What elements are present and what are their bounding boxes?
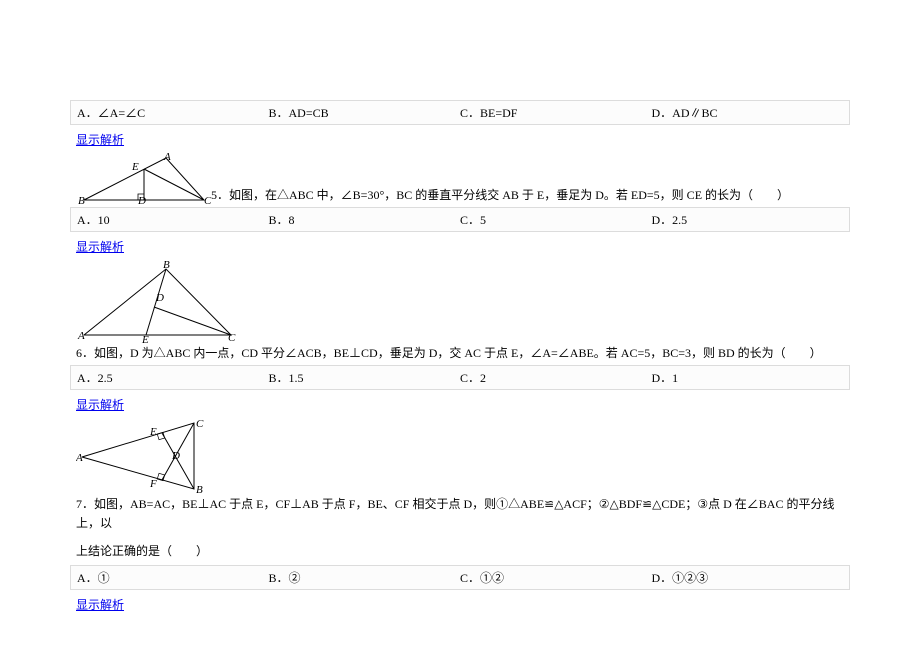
q7-line: A C B E F D 7．如图，AB=AC，BE⊥AC 于点 E，CF⊥AB … [70, 417, 850, 535]
q4-choice-c[interactable]: C．BE=DF [460, 104, 652, 121]
q7-text-part1: 7．如图，AB=AC，BE⊥AC 于点 E，CF⊥AB 于点 F，BE、CF 相… [76, 495, 844, 535]
q5-show-analysis-link[interactable]: 显示解析 [70, 236, 130, 257]
q6-choice-b[interactable]: B．1.5 [269, 369, 461, 386]
svg-text:C: C [196, 418, 204, 430]
q6-figure: A B C D E [76, 259, 236, 344]
q5-text: 5．如图，在△ABC 中，∠B=30°，BC 的垂直平分线交 AB 于 E，垂足… [211, 186, 789, 207]
svg-text:B: B [163, 259, 170, 271]
q6-show-analysis-link[interactable]: 显示解析 [70, 394, 130, 415]
q6-choice-a[interactable]: A．2.5 [77, 369, 269, 386]
q6-line: A B C D E 6．如图，D 为△ABC 内一点，CD 平分∠ACB，BE⊥… [70, 259, 850, 365]
svg-text:B: B [196, 484, 203, 495]
q4-choices: A．∠A=∠C B．AD=CB C．BE=DF D．AD∥BC [70, 100, 850, 125]
svg-text:C: C [228, 332, 236, 344]
q5-choice-c[interactable]: C．5 [460, 211, 652, 228]
page: A．∠A=∠C B．AD=CB C．BE=DF D．AD∥BC 显示解析 A B… [0, 0, 920, 617]
q6-choices: A．2.5 B．1.5 C．2 D．1 [70, 365, 850, 390]
svg-text:D: D [171, 450, 180, 462]
q4-choice-b[interactable]: B．AD=CB [269, 104, 461, 121]
svg-text:A: A [76, 452, 83, 464]
q6-choice-c[interactable]: C．2 [460, 369, 652, 386]
q4-choice-a[interactable]: A．∠A=∠C [77, 104, 269, 121]
q5-choice-d[interactable]: D．2.5 [652, 211, 844, 228]
q6-choice-d[interactable]: D．1 [652, 369, 844, 386]
q7-choice-a[interactable]: A．① [77, 569, 269, 586]
q6-text: 6．如图，D 为△ABC 内一点，CD 平分∠ACB，BE⊥CD，垂足为 D，交… [76, 344, 822, 365]
q4-choice-d[interactable]: D．AD∥BC [652, 104, 844, 121]
q5-choice-b[interactable]: B．8 [269, 211, 461, 228]
q4-show-analysis-link[interactable]: 显示解析 [70, 129, 130, 150]
q7-text-part2: 上结论正确的是（ ） [70, 536, 850, 565]
top-spacer [70, 0, 850, 100]
q7-choices: A．① B．② C．①② D．①②③ [70, 565, 850, 590]
svg-text:D: D [155, 292, 164, 304]
q5-line: A B C D E 5．如图，在△ABC 中，∠B=30°，BC 的垂直平分线交… [70, 152, 850, 207]
q5-figure: A B C D E [76, 152, 211, 207]
q7-choice-c[interactable]: C．①② [460, 569, 652, 586]
q5-choice-a[interactable]: A．10 [77, 211, 269, 228]
svg-text:A: A [77, 330, 85, 342]
svg-text:D: D [137, 195, 146, 207]
q7-choice-d[interactable]: D．①②③ [652, 569, 844, 586]
svg-text:E: E [141, 334, 149, 344]
svg-text:B: B [78, 195, 85, 207]
svg-text:E: E [149, 426, 157, 438]
svg-text:C: C [204, 195, 211, 207]
svg-text:A: A [163, 152, 171, 163]
svg-text:F: F [149, 478, 157, 490]
svg-text:E: E [131, 161, 139, 173]
q5-choices: A．10 B．8 C．5 D．2.5 [70, 207, 850, 232]
q7-figure: A C B E F D [76, 417, 206, 495]
q7-choice-b[interactable]: B．② [269, 569, 461, 586]
q7-show-analysis-link[interactable]: 显示解析 [70, 594, 130, 615]
